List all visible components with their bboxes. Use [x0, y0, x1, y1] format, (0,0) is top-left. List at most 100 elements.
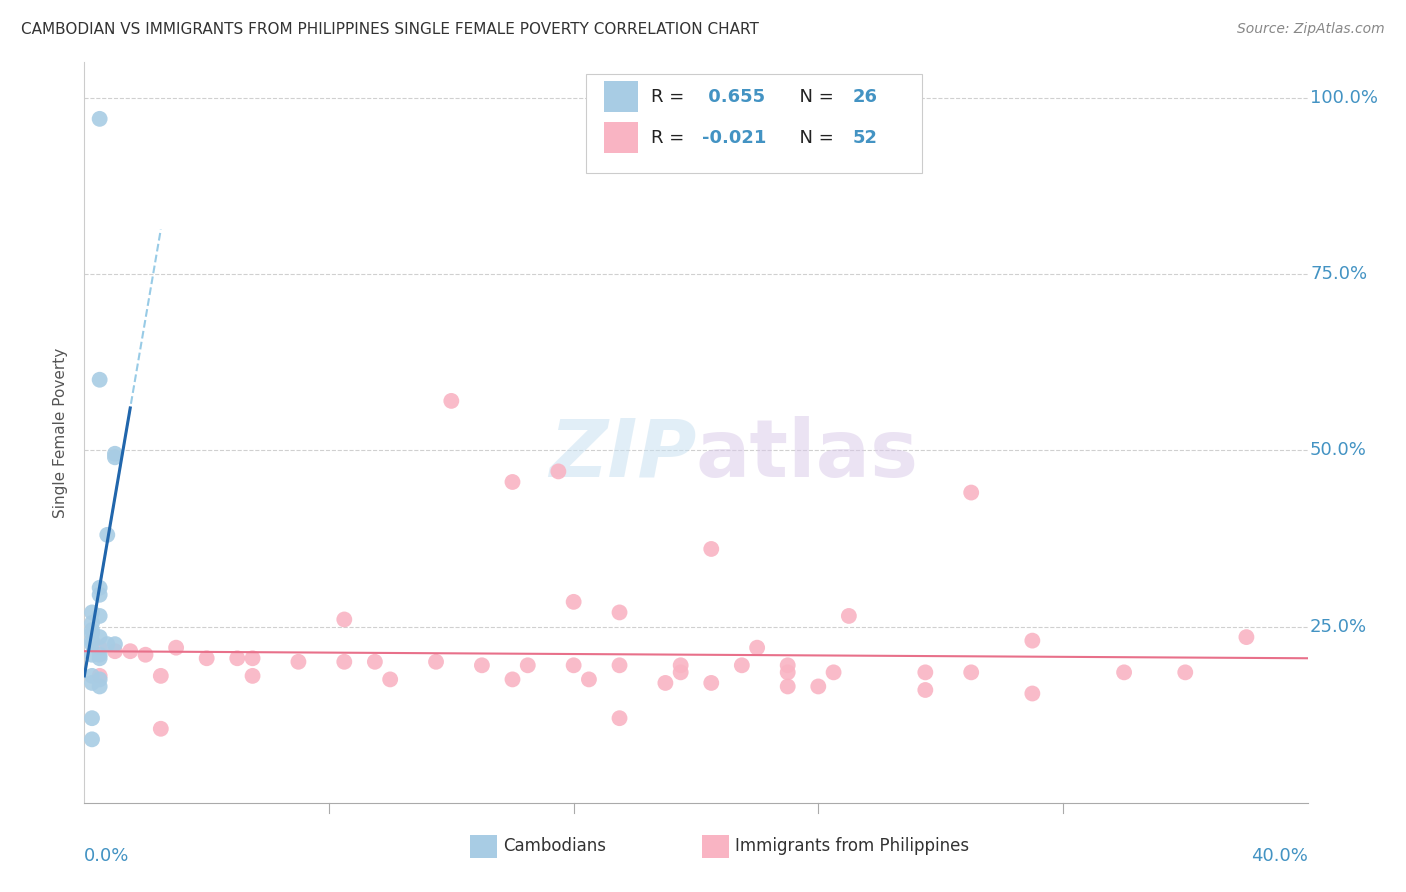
- Point: [669, 658, 692, 673]
- Text: N =: N =: [787, 88, 839, 106]
- Point: [80, 648, 103, 662]
- Bar: [702, 835, 728, 858]
- Text: 26: 26: [852, 88, 877, 106]
- Point: [333, 612, 356, 626]
- Point: [89, 112, 111, 126]
- Point: [654, 676, 676, 690]
- Point: [700, 676, 723, 690]
- Point: [149, 669, 172, 683]
- Point: [669, 665, 692, 680]
- Text: atlas: atlas: [696, 416, 920, 494]
- Text: R =: R =: [651, 128, 690, 146]
- Point: [562, 658, 585, 673]
- Point: [242, 669, 264, 683]
- Point: [776, 665, 799, 680]
- Point: [562, 595, 585, 609]
- Text: -0.021: -0.021: [702, 128, 766, 146]
- Bar: [605, 81, 638, 112]
- Point: [89, 680, 111, 694]
- Text: Source: ZipAtlas.com: Source: ZipAtlas.com: [1237, 22, 1385, 37]
- Text: CAMBODIAN VS IMMIGRANTS FROM PHILIPPINES SINGLE FEMALE POVERTY CORRELATION CHART: CAMBODIAN VS IMMIGRANTS FROM PHILIPPINES…: [21, 22, 759, 37]
- Text: 25.0%: 25.0%: [1310, 617, 1367, 635]
- Text: 75.0%: 75.0%: [1310, 265, 1367, 283]
- Point: [364, 655, 387, 669]
- Point: [80, 606, 103, 620]
- Point: [501, 673, 523, 687]
- Point: [914, 665, 936, 680]
- Point: [380, 673, 402, 687]
- Point: [165, 640, 187, 655]
- Point: [1021, 686, 1043, 700]
- Text: Cambodians: Cambodians: [503, 838, 606, 855]
- Point: [226, 651, 249, 665]
- Point: [80, 626, 103, 640]
- Point: [1174, 665, 1197, 680]
- Point: [80, 669, 103, 683]
- Text: 40.0%: 40.0%: [1251, 847, 1308, 865]
- Text: N =: N =: [787, 128, 839, 146]
- Point: [89, 640, 111, 655]
- Y-axis label: Single Female Poverty: Single Female Poverty: [53, 348, 69, 517]
- Point: [89, 651, 111, 665]
- Point: [89, 669, 111, 683]
- Point: [1021, 633, 1043, 648]
- Point: [425, 655, 447, 669]
- Point: [501, 475, 523, 489]
- Text: 0.0%: 0.0%: [84, 847, 129, 865]
- Point: [96, 637, 118, 651]
- Bar: [470, 835, 496, 858]
- Point: [149, 722, 172, 736]
- Point: [89, 609, 111, 624]
- Point: [89, 373, 111, 387]
- Point: [440, 393, 463, 408]
- Point: [104, 637, 127, 651]
- Point: [96, 528, 118, 542]
- Bar: [605, 122, 638, 153]
- Point: [547, 464, 569, 478]
- Point: [960, 485, 983, 500]
- Point: [80, 732, 103, 747]
- Point: [823, 665, 845, 680]
- Point: [195, 651, 218, 665]
- Point: [104, 450, 127, 465]
- Point: [89, 648, 111, 662]
- Point: [838, 609, 860, 624]
- Point: [287, 655, 309, 669]
- Point: [700, 541, 723, 556]
- Point: [516, 658, 538, 673]
- Point: [89, 581, 111, 595]
- Text: 100.0%: 100.0%: [1310, 88, 1378, 107]
- Text: ZIP: ZIP: [548, 416, 696, 494]
- Point: [1234, 630, 1257, 644]
- Text: 52: 52: [852, 128, 877, 146]
- Point: [609, 606, 631, 620]
- Text: 0.655: 0.655: [702, 88, 765, 106]
- Point: [731, 658, 754, 673]
- Text: Immigrants from Philippines: Immigrants from Philippines: [735, 838, 969, 855]
- Point: [104, 644, 127, 658]
- Point: [914, 683, 936, 698]
- Point: [89, 673, 111, 687]
- Point: [242, 651, 264, 665]
- Point: [745, 640, 768, 655]
- FancyBboxPatch shape: [586, 73, 922, 173]
- Point: [80, 676, 103, 690]
- Point: [120, 644, 142, 658]
- Point: [80, 615, 103, 630]
- Point: [135, 648, 157, 662]
- Text: R =: R =: [651, 88, 690, 106]
- Point: [89, 588, 111, 602]
- Point: [1114, 665, 1136, 680]
- Point: [333, 655, 356, 669]
- Text: 50.0%: 50.0%: [1310, 442, 1367, 459]
- Point: [80, 623, 103, 637]
- Point: [104, 447, 127, 461]
- Point: [89, 630, 111, 644]
- Point: [807, 680, 830, 694]
- Point: [80, 711, 103, 725]
- Point: [80, 633, 103, 648]
- Point: [609, 658, 631, 673]
- Point: [80, 637, 103, 651]
- Point: [578, 673, 600, 687]
- Point: [776, 680, 799, 694]
